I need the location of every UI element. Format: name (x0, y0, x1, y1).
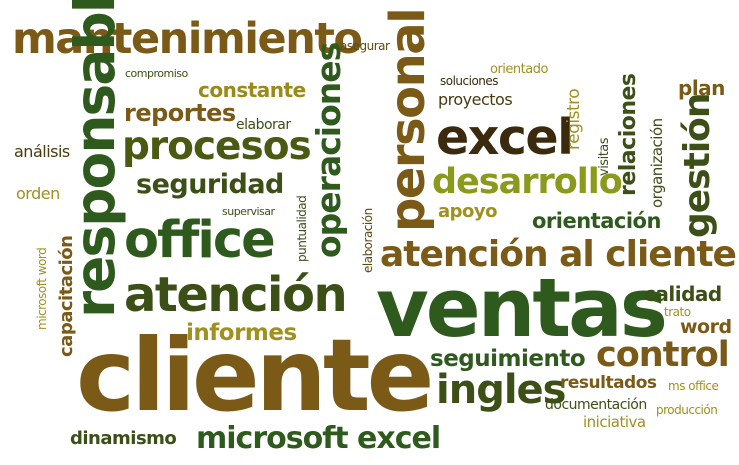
word-proyectos: proyectos (438, 90, 513, 109)
word-atencion-al-cliente: atención al cliente (380, 234, 737, 275)
word-plan: plan (678, 76, 725, 100)
word-excel: excel (436, 109, 574, 166)
word-documentacion: documentación (545, 397, 647, 413)
word-dinamismo: dinamismo (70, 428, 177, 449)
word-orientacion: orientación (532, 209, 661, 233)
word-organizacion: organización (648, 118, 666, 208)
word-atencion: atención (124, 267, 348, 323)
word-seguimiento: seguimiento (430, 346, 586, 372)
word-elaborar: elaborar (236, 117, 291, 133)
word-microsoft-excel: microsoft excel (196, 421, 441, 456)
word-orden: orden (16, 184, 60, 203)
word-visitas: visitas (597, 137, 612, 176)
word-constante: constante (198, 78, 306, 102)
word-analisis: análisis (14, 142, 70, 161)
word-registro: registro (564, 88, 584, 150)
word-ingles: ingles (436, 367, 566, 413)
word-ventas: ventas (376, 262, 668, 356)
word-gestion: gestión (677, 93, 718, 238)
word-procesos: procesos (122, 124, 312, 169)
word-compromiso: compromiso (125, 67, 188, 80)
word-soluciones: soluciones (440, 74, 499, 88)
word-elaboracion: elaboración (361, 208, 375, 273)
word-supervisar: supervisar (222, 205, 275, 218)
word-orientado: orientado (490, 62, 548, 77)
word-reportes: reportes (124, 99, 236, 127)
word-relaciones: relaciones (616, 73, 641, 196)
word-capacitacion: capacitación (56, 235, 77, 357)
word-iniciativa: iniciativa (583, 413, 646, 431)
word-resultados: resultados (560, 373, 657, 393)
word-produccion: producción (656, 403, 718, 417)
word-informes: informes (186, 320, 297, 346)
word-mantenimiento: mantenimiento (12, 14, 363, 64)
word-calidad: calidad (644, 282, 722, 306)
word-personal: personal (380, 8, 436, 232)
word-seguridad: seguridad (136, 169, 284, 200)
word-ms-office: ms office (668, 379, 719, 393)
word-apoyo: apoyo (438, 201, 498, 222)
word-trato: trato (664, 305, 691, 319)
word-cliente: cliente (76, 317, 434, 434)
word-microsoft-word: microsoft word (35, 247, 49, 330)
word-desarrollo: desarrollo (432, 162, 623, 202)
word-control: control (596, 335, 730, 375)
word-word: word (680, 316, 732, 338)
word-puntualidad: puntualidad (295, 195, 309, 262)
word-operaciones: operaciones (309, 42, 348, 258)
word-asegurar: asegurar (340, 39, 390, 53)
word-office: office (124, 211, 276, 270)
